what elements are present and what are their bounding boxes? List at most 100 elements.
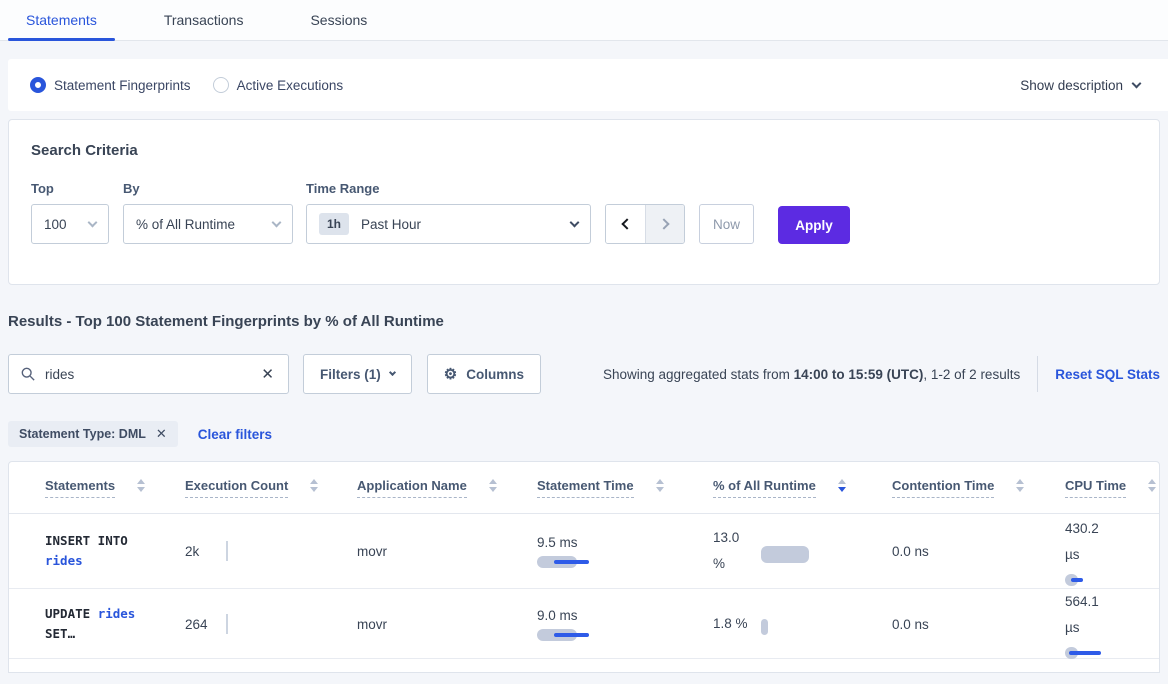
sort-icon[interactable] bbox=[1016, 479, 1025, 492]
chevron-down-icon bbox=[87, 217, 98, 227]
runtime-pct-cell: 1.8 % bbox=[713, 611, 892, 637]
columns-button[interactable]: ⚙ Columns bbox=[426, 354, 541, 394]
radio-label: Statement Fingerprints bbox=[54, 77, 191, 93]
time-nav-group bbox=[605, 204, 685, 244]
count-bar bbox=[226, 541, 228, 561]
filter-chip-label: Statement Type: DML bbox=[19, 427, 146, 441]
results-controls-row: ✕ Filters (1) ⚙ Columns Showing aggregat… bbox=[8, 354, 1160, 394]
bar-line bbox=[554, 632, 589, 637]
statement-cell: UPDATE rides SET… bbox=[45, 604, 185, 644]
radio-active-executions[interactable]: Active Executions bbox=[212, 77, 343, 93]
runtime-pct-bar bbox=[761, 619, 768, 635]
remove-filter-icon[interactable]: ✕ bbox=[155, 426, 167, 441]
stats-range: 14:00 to 15:59 (UTC) bbox=[793, 366, 924, 382]
statement-keyword: SET… bbox=[45, 626, 76, 641]
column-header-cpu-time[interactable]: CPU Time bbox=[1065, 478, 1159, 498]
application-name-cell: movr bbox=[357, 616, 387, 632]
bar-track bbox=[761, 619, 768, 635]
cpu-time-bar bbox=[1065, 574, 1083, 586]
chevron-down-icon bbox=[388, 368, 396, 376]
results-table: Statements Execution Count Application N… bbox=[8, 461, 1160, 673]
column-header-execution-count[interactable]: Execution Count bbox=[185, 478, 357, 498]
clear-search-icon[interactable]: ✕ bbox=[261, 366, 274, 383]
tab-label: Statements bbox=[26, 12, 97, 28]
by-value: % of All Runtime bbox=[136, 216, 236, 232]
statement-keyword: UPDATE bbox=[45, 606, 91, 621]
application-name-cell: movr bbox=[357, 543, 387, 559]
tab-label: Transactions bbox=[163, 12, 244, 28]
now-button[interactable]: Now bbox=[699, 204, 754, 244]
contention-time-cell: 0.0 ns bbox=[892, 616, 929, 632]
show-description-toggle[interactable]: Show description bbox=[1020, 77, 1142, 93]
search-input-wrapper[interactable]: ✕ bbox=[8, 354, 289, 394]
by-field: By % of All Runtime bbox=[123, 181, 293, 244]
stats-summary: Showing aggregated stats from 14:00 to 1… bbox=[603, 367, 1020, 382]
sort-icon[interactable] bbox=[137, 479, 146, 492]
time-range-value: Past Hour bbox=[361, 216, 422, 232]
search-icon bbox=[21, 367, 35, 381]
results-heading: Results - Top 100 Statement Fingerprints… bbox=[8, 313, 444, 330]
statement-time-cell: 9.5 ms bbox=[537, 535, 713, 568]
filter-chip: Statement Type: DML ✕ bbox=[8, 421, 178, 447]
chevron-down-icon bbox=[1131, 78, 1142, 88]
top-select[interactable]: 100 bbox=[31, 204, 109, 244]
statement-link[interactable]: rides bbox=[45, 553, 83, 568]
cpu-time-cell: 564.1 µs bbox=[1065, 589, 1159, 659]
runtime-pct-bar bbox=[761, 545, 809, 563]
top-label: Top bbox=[31, 181, 54, 196]
columns-label: Columns bbox=[466, 366, 524, 382]
column-header-runtime-pct[interactable]: % of All Runtime bbox=[713, 478, 892, 498]
chevron-down-icon bbox=[271, 217, 282, 227]
prev-time-button[interactable] bbox=[606, 205, 645, 243]
sort-icon[interactable] bbox=[488, 479, 497, 492]
statement-cell: INSERT INTO rides bbox=[45, 531, 185, 571]
count-bar bbox=[226, 614, 228, 634]
contention-time-cell: 0.0 ns bbox=[892, 543, 929, 559]
by-select[interactable]: % of All Runtime bbox=[123, 204, 293, 244]
time-range-badge: 1h bbox=[319, 213, 350, 235]
bar-line bbox=[1069, 651, 1101, 655]
search-criteria-title: Search Criteria bbox=[31, 142, 138, 159]
filters-button[interactable]: Filters (1) bbox=[303, 354, 412, 394]
search-input[interactable] bbox=[45, 366, 260, 382]
radio-unselected-icon bbox=[212, 77, 229, 93]
execution-count-cell: 2k bbox=[185, 541, 357, 561]
filters-label: Filters (1) bbox=[320, 366, 381, 382]
sort-icon[interactable] bbox=[655, 479, 664, 492]
sort-icon[interactable] bbox=[837, 479, 846, 492]
time-range-select[interactable]: 1h Past Hour bbox=[306, 204, 591, 244]
filter-chip-row: Statement Type: DML ✕ Clear filters bbox=[8, 421, 1160, 447]
chevron-left-icon bbox=[621, 218, 633, 230]
statement-link[interactable]: rides bbox=[97, 606, 136, 621]
by-label: By bbox=[123, 181, 140, 196]
column-header-application-name[interactable]: Application Name bbox=[357, 478, 537, 498]
next-time-button[interactable] bbox=[645, 205, 684, 243]
view-toggle-bar: Statement Fingerprints Active Executions… bbox=[8, 59, 1168, 111]
tab-label: Sessions bbox=[310, 12, 368, 28]
column-header-statements[interactable]: Statements bbox=[45, 478, 185, 498]
tab-transactions[interactable]: Transactions bbox=[146, 0, 262, 40]
show-description-label: Show description bbox=[1020, 77, 1123, 93]
table-row: UPDATE rides SET… 264 movr 9.0 ms 1.8 % … bbox=[9, 589, 1159, 659]
time-range-label: Time Range bbox=[306, 181, 380, 196]
table-row: INSERT INTO rides 2k movr 9.5 ms 13.0% 0… bbox=[9, 514, 1159, 589]
reset-sql-stats-link[interactable]: Reset SQL Stats bbox=[1055, 366, 1160, 382]
sort-icon[interactable] bbox=[1148, 479, 1157, 492]
statement-time-cell: 9.0 ms bbox=[537, 608, 713, 641]
statement-time-bar bbox=[537, 628, 589, 641]
tab-statements[interactable]: Statements bbox=[8, 0, 115, 41]
tab-sessions[interactable]: Sessions bbox=[292, 0, 385, 40]
gear-icon: ⚙ bbox=[443, 365, 458, 383]
search-criteria-row: Top 100 By % of All Runtime Time Range 1… bbox=[31, 181, 1137, 244]
column-header-contention-time[interactable]: Contention Time bbox=[892, 478, 1065, 498]
runtime-pct-cell: 13.0% bbox=[713, 525, 892, 577]
sort-icon[interactable] bbox=[310, 479, 319, 492]
bar-track bbox=[761, 545, 809, 563]
radio-selected-icon bbox=[30, 77, 46, 93]
chevron-right-icon bbox=[657, 218, 670, 230]
column-header-statement-time[interactable]: Statement Time bbox=[537, 478, 713, 498]
search-criteria-panel: Search Criteria Top 100 By % of All Runt… bbox=[8, 119, 1160, 285]
radio-statement-fingerprints[interactable]: Statement Fingerprints bbox=[30, 77, 191, 93]
apply-button[interactable]: Apply bbox=[778, 206, 850, 244]
clear-filters-link[interactable]: Clear filters bbox=[197, 426, 273, 442]
